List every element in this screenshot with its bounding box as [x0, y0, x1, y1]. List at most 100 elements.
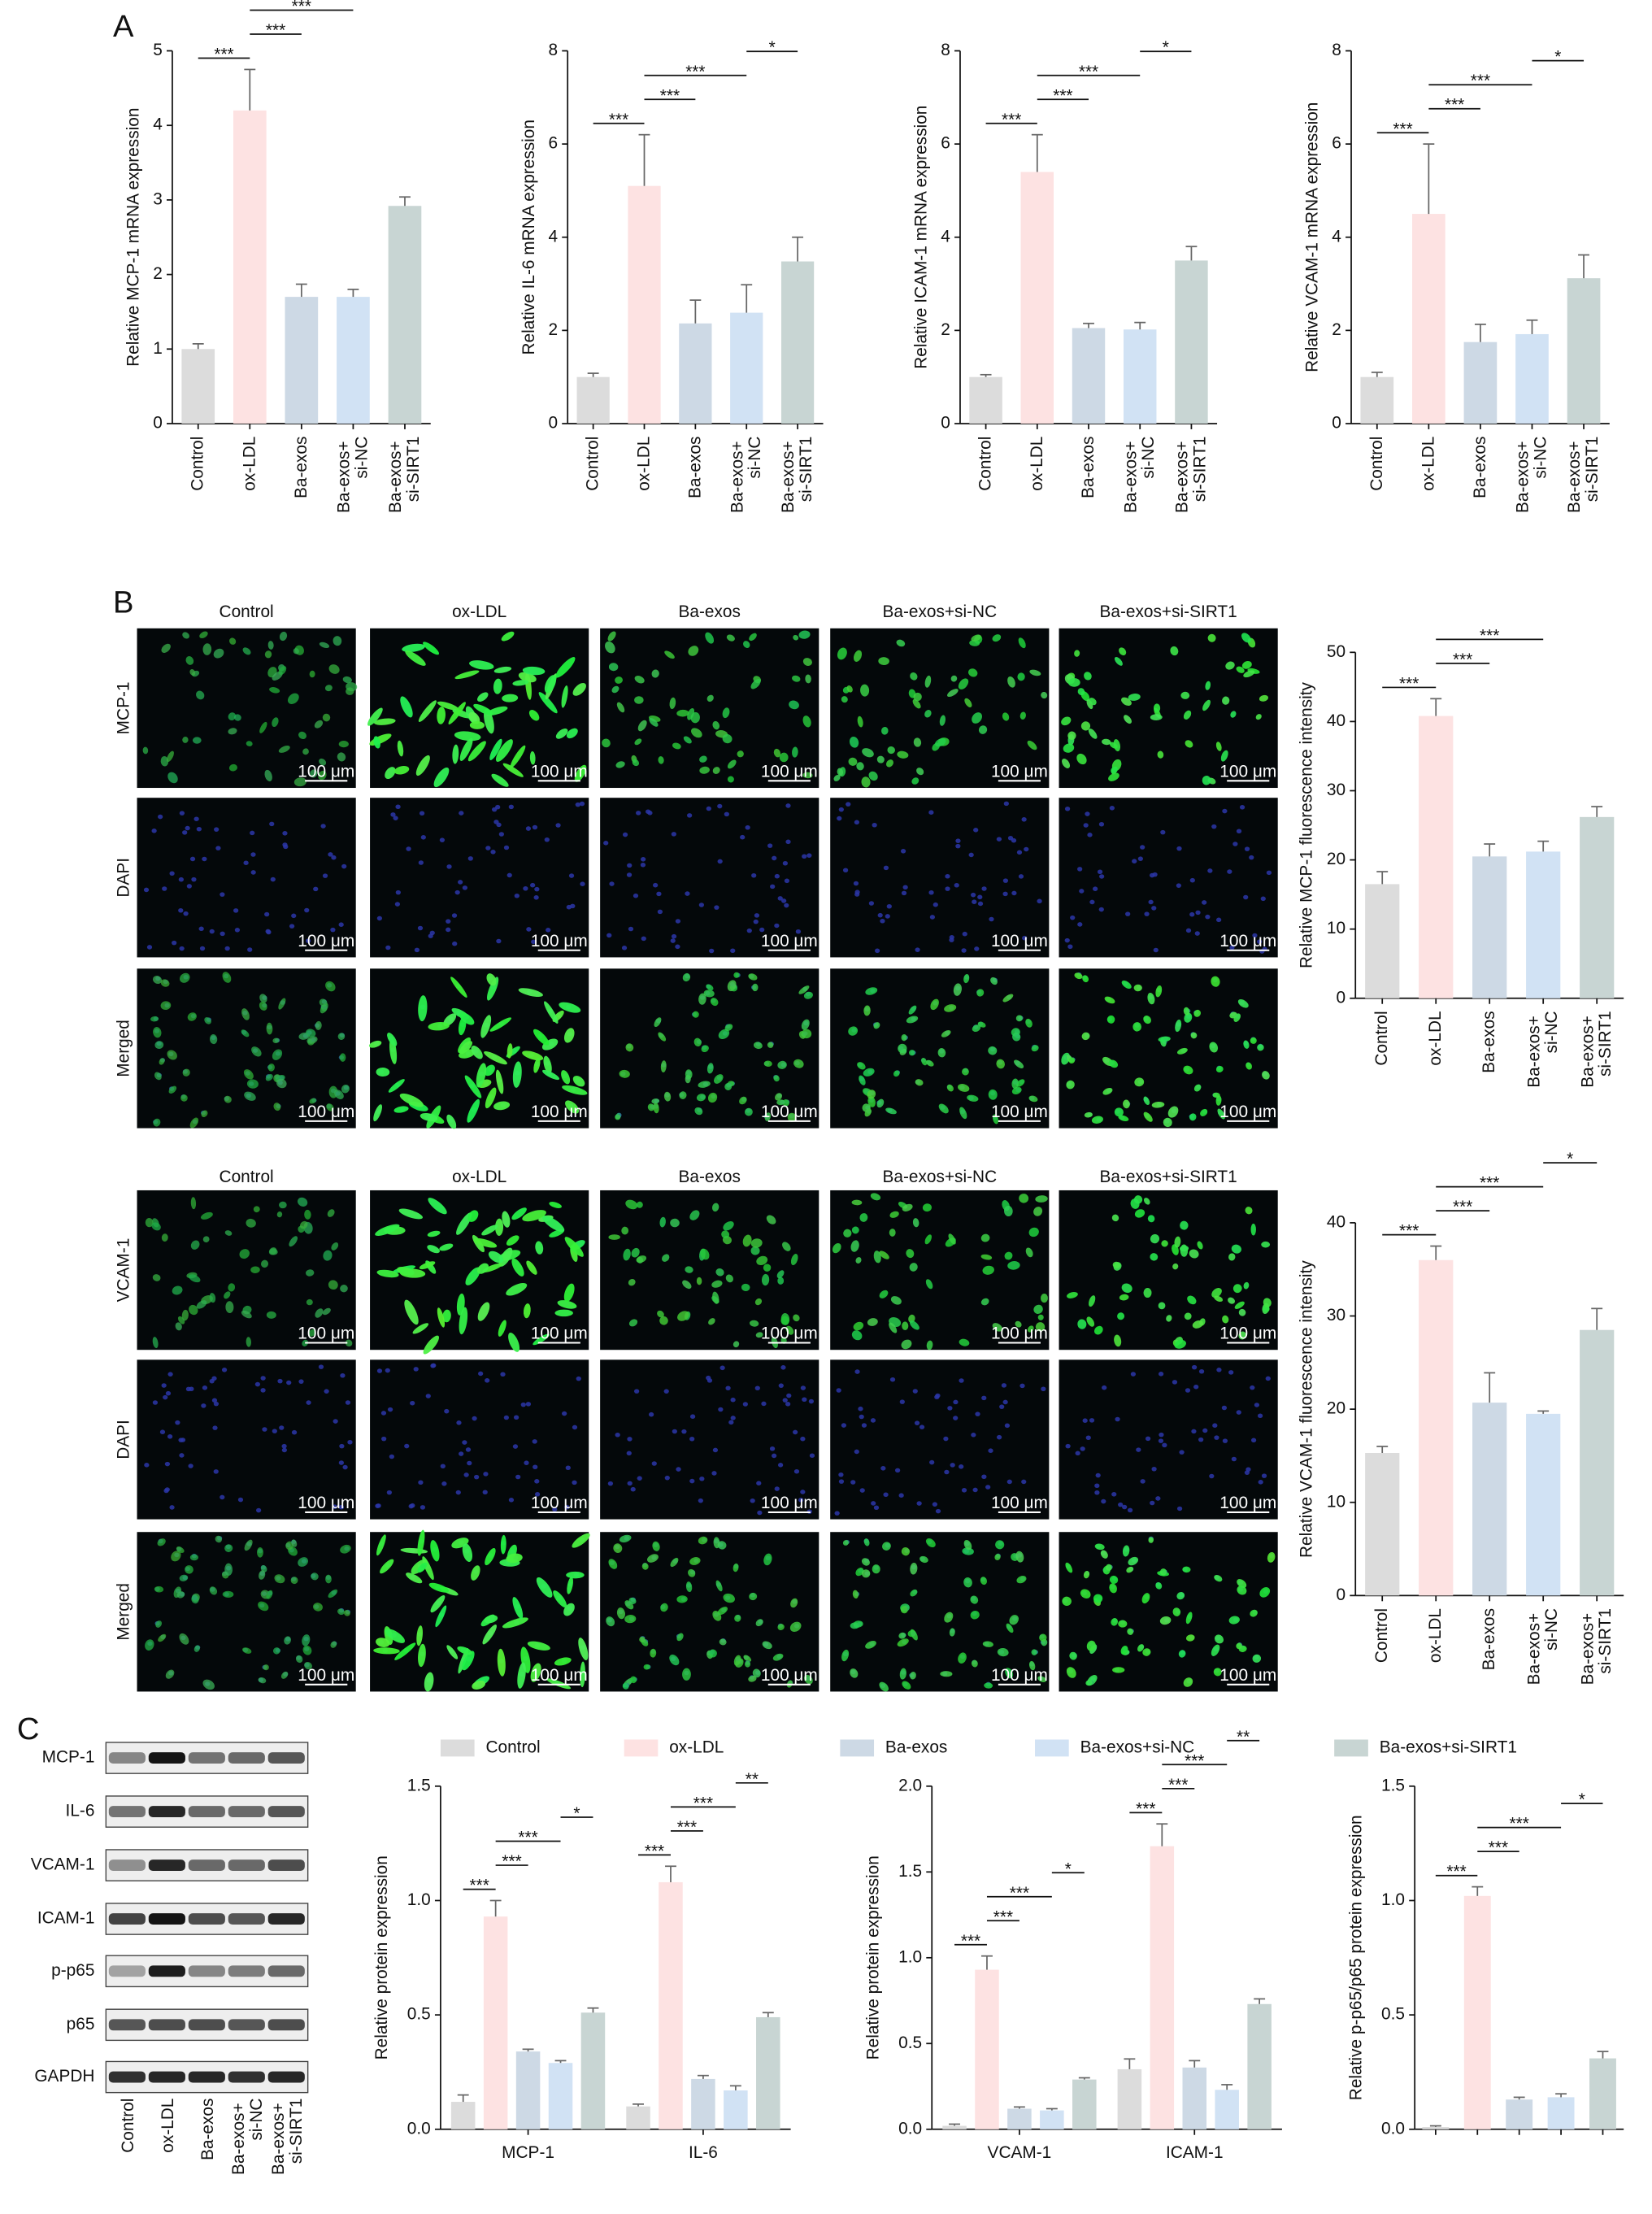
image-background: [1059, 1532, 1278, 1692]
nucleus: [234, 928, 241, 933]
legend-label: ox-LDL: [669, 1738, 724, 1756]
cell: [243, 1069, 254, 1080]
cell: [1127, 1628, 1134, 1635]
cell: [1234, 1301, 1245, 1309]
cell: [1180, 691, 1190, 699]
cell: [175, 1322, 182, 1331]
cell: [1111, 1618, 1119, 1626]
scale-bar-label: 100 μm: [991, 1494, 1048, 1512]
cell: [325, 1574, 332, 1584]
cell: [1108, 772, 1119, 781]
cell: [1009, 1615, 1019, 1625]
cell: [204, 1017, 211, 1024]
cell: [319, 998, 328, 1007]
cell: [1015, 1015, 1023, 1022]
cell: [700, 1248, 710, 1260]
nucleus: [266, 929, 272, 935]
blot-band: [228, 1859, 265, 1872]
cell: [628, 1278, 636, 1286]
cell: [263, 1664, 269, 1671]
nucleus: [676, 1467, 681, 1472]
cell: [153, 1027, 162, 1038]
nucleus: [418, 860, 424, 865]
cell: [1035, 1195, 1048, 1203]
cell: [480, 1015, 492, 1038]
cell: [182, 632, 189, 639]
micrograph: 100 μm: [1059, 1190, 1278, 1351]
nucleus: [999, 1404, 1005, 1409]
bar: [1072, 328, 1106, 424]
cell: [1259, 1587, 1271, 1598]
nucleus: [1216, 917, 1222, 923]
cell: [889, 1211, 899, 1218]
cell: [1157, 750, 1164, 759]
significance-label: ***: [609, 111, 628, 129]
nucleus: [1159, 1432, 1164, 1438]
significance-label: ***: [469, 1877, 489, 1895]
cell: [477, 692, 489, 702]
cell: [417, 1562, 428, 1573]
nucleus: [1260, 896, 1266, 902]
y-tick-label: 6: [1332, 134, 1341, 153]
nucleus: [870, 1418, 876, 1423]
cell: [852, 1590, 859, 1599]
cell: [242, 647, 251, 655]
micrograph: 100 μm: [600, 968, 819, 1129]
cell: [958, 1652, 967, 1664]
nucleus: [885, 914, 890, 919]
cell: [427, 1230, 441, 1237]
nucleus: [485, 846, 491, 850]
scale-bar-label: 100 μm: [1219, 762, 1276, 781]
cell: [415, 755, 430, 776]
cell: [802, 658, 812, 666]
y-tick-label: 40: [1327, 1212, 1346, 1231]
nucleus: [1239, 805, 1246, 810]
cell: [1237, 998, 1249, 1008]
nucleus: [183, 911, 189, 916]
cell: [619, 1534, 632, 1543]
cell: [1180, 1220, 1189, 1230]
nucleus: [291, 1429, 298, 1435]
cell: [706, 1063, 714, 1074]
cell: [152, 976, 163, 985]
cell: [1185, 1634, 1195, 1642]
nucleus: [213, 1469, 219, 1474]
micrograph: 100 μm: [1059, 628, 1278, 789]
nucleus: [1085, 1435, 1091, 1441]
cell: [1255, 714, 1262, 720]
cell: [488, 1251, 504, 1264]
bar: [233, 110, 267, 424]
cell: [1262, 1071, 1270, 1080]
bar: [1365, 1453, 1400, 1596]
cell: [853, 1321, 864, 1331]
cell: [780, 1316, 789, 1325]
nucleus: [515, 1474, 521, 1480]
cell: [246, 1218, 256, 1228]
cell: [677, 1311, 689, 1321]
cell: [295, 1655, 303, 1664]
cell: [613, 1543, 623, 1553]
cell: [898, 1632, 906, 1639]
nucleus: [462, 885, 468, 890]
nucleus: [781, 898, 787, 903]
cell: [743, 641, 750, 648]
nucleus: [1111, 1492, 1117, 1497]
cell: [762, 1641, 772, 1650]
cell: [228, 712, 237, 721]
cell: [725, 1274, 733, 1283]
nucleus: [1003, 801, 1009, 807]
cell: [748, 973, 758, 981]
blot-band: [148, 1965, 185, 1977]
nucleus: [565, 1465, 571, 1471]
cell: [949, 1628, 955, 1637]
nucleus: [802, 1397, 807, 1403]
cell: [1237, 1585, 1247, 1595]
cell: [802, 772, 813, 779]
cell: [387, 1033, 398, 1046]
nucleus: [837, 816, 842, 821]
image-background: [1059, 968, 1278, 1129]
cell: [272, 1049, 283, 1060]
cell: [1119, 647, 1127, 656]
cell: [793, 1314, 800, 1322]
